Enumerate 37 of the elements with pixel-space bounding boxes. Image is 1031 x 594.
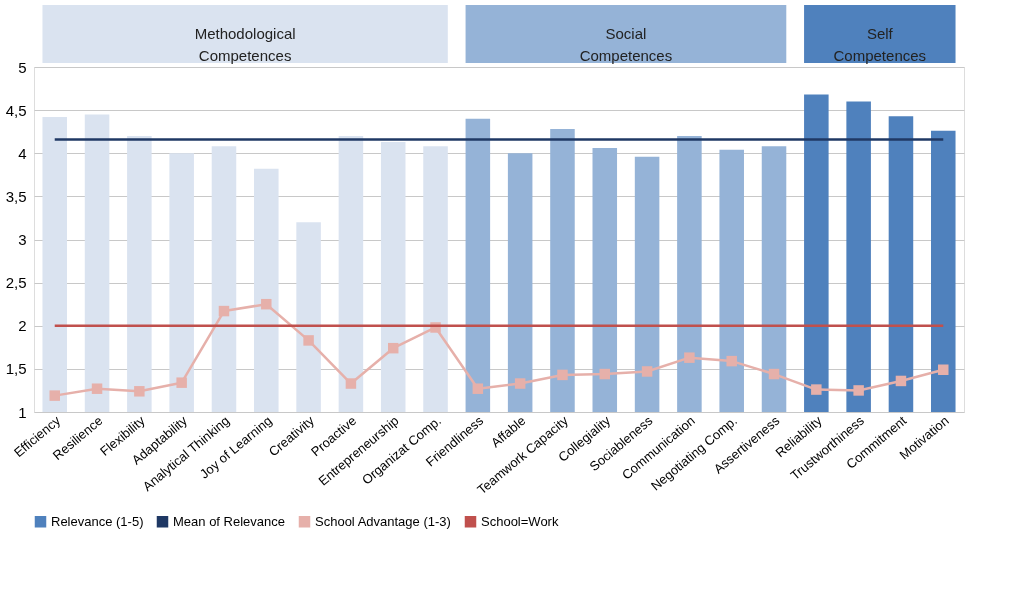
point (514, 378, 526, 389)
y-tick-label: 2,5 (5, 274, 27, 292)
text: Self Competences (833, 25, 927, 64)
point (768, 368, 780, 380)
point (261, 298, 272, 310)
point (218, 305, 230, 317)
point (176, 377, 187, 388)
y-tick-label: 4,5 (5, 101, 27, 119)
legend-label: Mean of Relevance (173, 513, 286, 529)
point (303, 335, 314, 346)
point (811, 384, 822, 395)
point (387, 342, 399, 354)
y-tick-label: 4 (18, 144, 27, 162)
point (895, 375, 907, 387)
point (557, 369, 568, 381)
point (641, 366, 653, 377)
y-tick-label: 1,5 (5, 360, 27, 378)
legend-label: Relevance (1-5) (51, 513, 144, 529)
point (345, 378, 357, 389)
text: Methodological Competences (194, 25, 296, 64)
legend-label: School=Work (481, 513, 559, 529)
point (726, 355, 737, 367)
text: Social Competences (579, 25, 673, 64)
point (853, 385, 864, 396)
y-tick-label: 3 (18, 231, 27, 248)
point (938, 364, 949, 375)
legend-label: School Advantage (1-3) (315, 513, 451, 529)
point (91, 383, 103, 394)
point (599, 368, 611, 380)
y-tick-label: 2 (18, 317, 27, 335)
point (472, 383, 484, 394)
point (134, 386, 145, 397)
point (49, 390, 60, 401)
y-tick-label: 3,5 (5, 187, 27, 205)
y-tick-label: 1 (18, 403, 27, 421)
point (684, 352, 695, 363)
y-tick-label: 5 (18, 58, 27, 76)
